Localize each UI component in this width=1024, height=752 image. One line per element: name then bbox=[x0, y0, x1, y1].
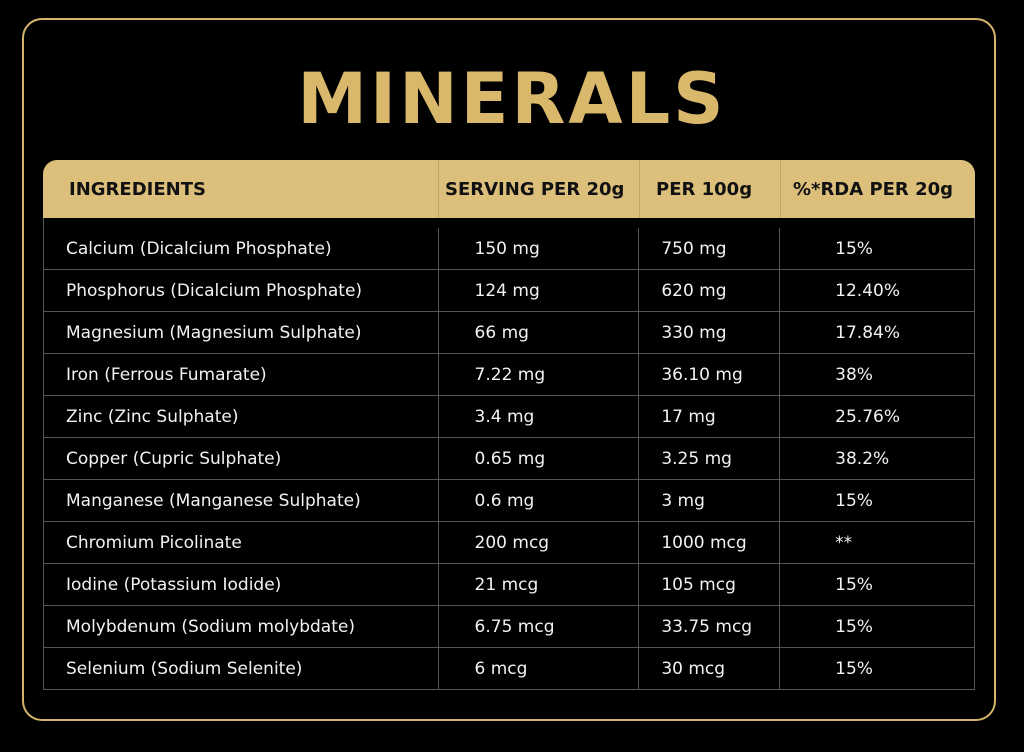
header-per-100g: PER 100g bbox=[640, 160, 781, 218]
table-row: Copper (Cupric Sulphate) 0.65 mg 3.25 mg 38… bbox=[44, 438, 974, 480]
table-row: Iron (Ferrous Fumarate) 7.22 mg 36.10 mg 38… bbox=[44, 354, 974, 396]
serving-cell: 0.6 mg bbox=[439, 480, 640, 521]
table-row: Phosphorus (Dicalcium Phosphate) 124 mg 62… bbox=[44, 270, 974, 312]
per-100g-cell: 30 mcg bbox=[639, 648, 781, 689]
table-row: Zinc (Zinc Sulphate) 3.4 mg 17 mg 25.76% bbox=[44, 396, 974, 438]
serving-cell: 6 mcg bbox=[439, 648, 640, 689]
rda-cell: 15% bbox=[835, 616, 873, 637]
rda-cell: 38% bbox=[835, 364, 873, 385]
serving-cell: 21 mcg bbox=[439, 564, 640, 605]
table-body: Calcium (Dicalcium Phosphate) 150 mg 750 m… bbox=[43, 218, 975, 690]
header-serving: SERVING PER 20g bbox=[439, 160, 640, 218]
per-100g-cell: 105 mcg bbox=[639, 564, 781, 605]
header-rda: %*RDA PER 20g bbox=[793, 178, 953, 200]
table-row: Manganese (Manganese Sulphate) 0.6 mg 3 mg… bbox=[44, 480, 974, 522]
page-title: MINERALS bbox=[297, 58, 727, 140]
rda-cell: 38.2% bbox=[835, 448, 890, 469]
ingredient-cell: Phosphorus (Dicalcium Phosphate) bbox=[44, 270, 439, 311]
table-row: Selenium (Sodium Selenite) 6 mcg 30 mcg 15% bbox=[44, 648, 974, 689]
ingredient-cell: Copper (Cupric Sulphate) bbox=[44, 438, 439, 479]
table-row: Iodine (Potassium Iodide) 21 mcg 105 mcg 15… bbox=[44, 564, 974, 606]
serving-cell: 124 mg bbox=[439, 270, 640, 311]
serving-cell: 150 mg bbox=[439, 228, 640, 269]
per-100g-cell: 330 mg bbox=[639, 312, 781, 353]
serving-cell: 7.22 mg bbox=[439, 354, 640, 395]
ingredient-cell: Molybdenum (Sodium molybdate) bbox=[44, 606, 439, 647]
serving-cell: 3.4 mg bbox=[439, 396, 640, 437]
per-100g-cell: 3.25 mg bbox=[639, 438, 781, 479]
rda-cell: 15% bbox=[835, 658, 873, 679]
minerals-table: INGREDIENTS SERVING PER 20g PER 100g %*R… bbox=[43, 160, 975, 690]
rda-cell: 12.40% bbox=[835, 280, 900, 301]
table-row: Magnesium (Magnesium Sulphate) 66 mg 330 m… bbox=[44, 312, 974, 354]
ingredient-cell: Iron (Ferrous Fumarate) bbox=[44, 354, 439, 395]
per-100g-cell: 1000 mcg bbox=[639, 522, 781, 563]
card-frame bbox=[22, 18, 996, 721]
table-row: Calcium (Dicalcium Phosphate) 150 mg 750 m… bbox=[44, 228, 974, 270]
ingredient-cell: Magnesium (Magnesium Sulphate) bbox=[44, 312, 439, 353]
header-ingredients: INGREDIENTS bbox=[43, 160, 439, 218]
ingredient-cell: Zinc (Zinc Sulphate) bbox=[44, 396, 439, 437]
ingredient-cell: Selenium (Sodium Selenite) bbox=[44, 648, 439, 689]
rda-cell: 17.84% bbox=[835, 322, 900, 343]
serving-cell: 66 mg bbox=[439, 312, 640, 353]
ingredient-cell: Calcium (Dicalcium Phosphate) bbox=[44, 228, 439, 269]
per-100g-cell: 36.10 mg bbox=[639, 354, 781, 395]
rda-cell: ** bbox=[835, 532, 853, 553]
per-100g-cell: 750 mg bbox=[639, 228, 781, 269]
ingredient-cell: Iodine (Potassium Iodide) bbox=[44, 564, 439, 605]
serving-cell: 6.75 mcg bbox=[439, 606, 640, 647]
per-100g-cell: 33.75 mcg bbox=[639, 606, 781, 647]
table-row: Molybdenum (Sodium molybdate) 6.75 mcg 33.… bbox=[44, 606, 974, 648]
serving-cell: 200 mcg bbox=[439, 522, 640, 563]
rda-cell: 15% bbox=[835, 574, 873, 595]
table-header: INGREDIENTS SERVING PER 20g PER 100g %*R… bbox=[43, 160, 975, 218]
rda-cell: 15% bbox=[835, 238, 873, 259]
per-100g-cell: 620 mg bbox=[639, 270, 781, 311]
per-100g-cell: 3 mg bbox=[639, 480, 781, 521]
rda-cell: 15% bbox=[835, 490, 873, 511]
ingredient-cell: Chromium Picolinate bbox=[44, 522, 439, 563]
rda-cell: 25.76% bbox=[835, 406, 900, 427]
table-row: Chromium Picolinate 200 mcg 1000 mcg ** bbox=[44, 522, 974, 564]
per-100g-cell: 17 mg bbox=[639, 396, 781, 437]
serving-cell: 0.65 mg bbox=[439, 438, 640, 479]
ingredient-cell: Manganese (Manganese Sulphate) bbox=[44, 480, 439, 521]
